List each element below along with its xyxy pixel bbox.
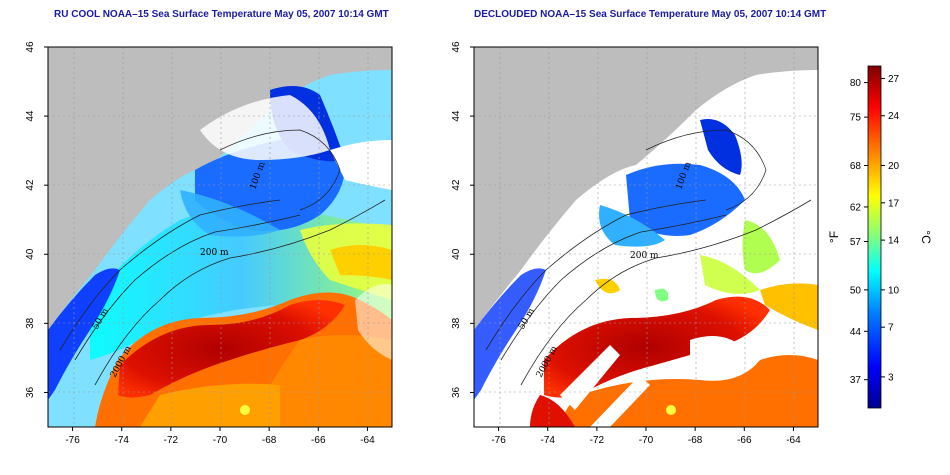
lat-tick-label: 40 (25, 248, 36, 260)
fahrenheit-tick-label: 80 (850, 78, 862, 89)
lat-tick-label: 42 (25, 179, 36, 191)
lat-tick-label: 44 (451, 110, 462, 122)
celsius-unit-label: °C (919, 230, 933, 244)
right-panel-title: DECLOUDED NOAA–15 Sea Surface Temperatur… (474, 9, 827, 20)
graticule (48, 47, 392, 427)
fahrenheit-tick-label: 50 (850, 285, 862, 296)
celsius-tick-label: 14 (888, 236, 900, 247)
lon-tick-label: -64 (360, 435, 375, 446)
lat-tick-label: 40 (451, 248, 462, 260)
lat-tick-label: 44 (25, 110, 36, 122)
lon-tick-label: -64 (786, 435, 801, 446)
lat-tick-label: 42 (451, 179, 462, 191)
fahrenheit-tick-label: 37 (850, 375, 862, 386)
fahrenheit-tick-label: 62 (850, 202, 862, 213)
lon-tick-label: -70 (639, 435, 654, 446)
celsius-tick-label: 27 (888, 74, 900, 85)
lat-tick-label: 46 (25, 41, 36, 53)
left-axis-ticks: -76 -74 -72 -70 -68 -66 -64 36 38 40 42 44 46 (25, 41, 375, 446)
celsius-tick-label: 20 (888, 161, 900, 172)
lon-tick-label: -74 (114, 435, 129, 446)
celsius-tick-label: 17 (888, 198, 900, 209)
lon-tick-label: -66 (311, 435, 326, 446)
depth-label-200m: 200 m (630, 251, 659, 261)
fahrenheit-tick-label: 75 (850, 113, 862, 124)
lon-tick-label: -76 (491, 435, 506, 446)
lon-tick-label: -68 (688, 435, 703, 446)
fahrenheit-tick-label: 57 (850, 237, 862, 248)
fahrenheit-unit-label: °F (827, 231, 841, 243)
lon-tick-label: -74 (540, 435, 555, 446)
fahrenheit-tick-label: 68 (850, 161, 862, 172)
lon-tick-label: -70 (213, 435, 228, 446)
lat-tick-label: 46 (451, 41, 462, 53)
depth-label-200m: 200 m (200, 248, 229, 258)
colorbar-gradient (867, 65, 882, 409)
lat-tick-label: 36 (25, 386, 36, 398)
lon-tick-label: -68 (262, 435, 277, 446)
celsius-tick-label: 10 (888, 285, 900, 296)
lat-tick-label: 38 (451, 317, 462, 329)
celsius-tick-label: 24 (888, 111, 900, 122)
celsius-tick-label: 3 (888, 372, 894, 383)
lon-tick-label: -72 (164, 435, 179, 446)
graticule (474, 47, 818, 427)
lat-tick-label: 38 (25, 317, 36, 329)
lat-tick-label: 36 (451, 386, 462, 398)
lon-tick-label: -76 (65, 435, 80, 446)
celsius-tick-label: 7 (888, 323, 894, 334)
fahrenheit-tick-label: 44 (850, 327, 862, 338)
right-axis-ticks: -76 -74 -72 -70 -68 -66 -64 36 38 40 42 44 46 (451, 41, 801, 446)
lon-tick-label: -72 (590, 435, 605, 446)
lon-tick-label: -66 (737, 435, 752, 446)
left-panel-title: RU COOL NOAA–15 Sea Surface Temperature … (54, 9, 389, 20)
